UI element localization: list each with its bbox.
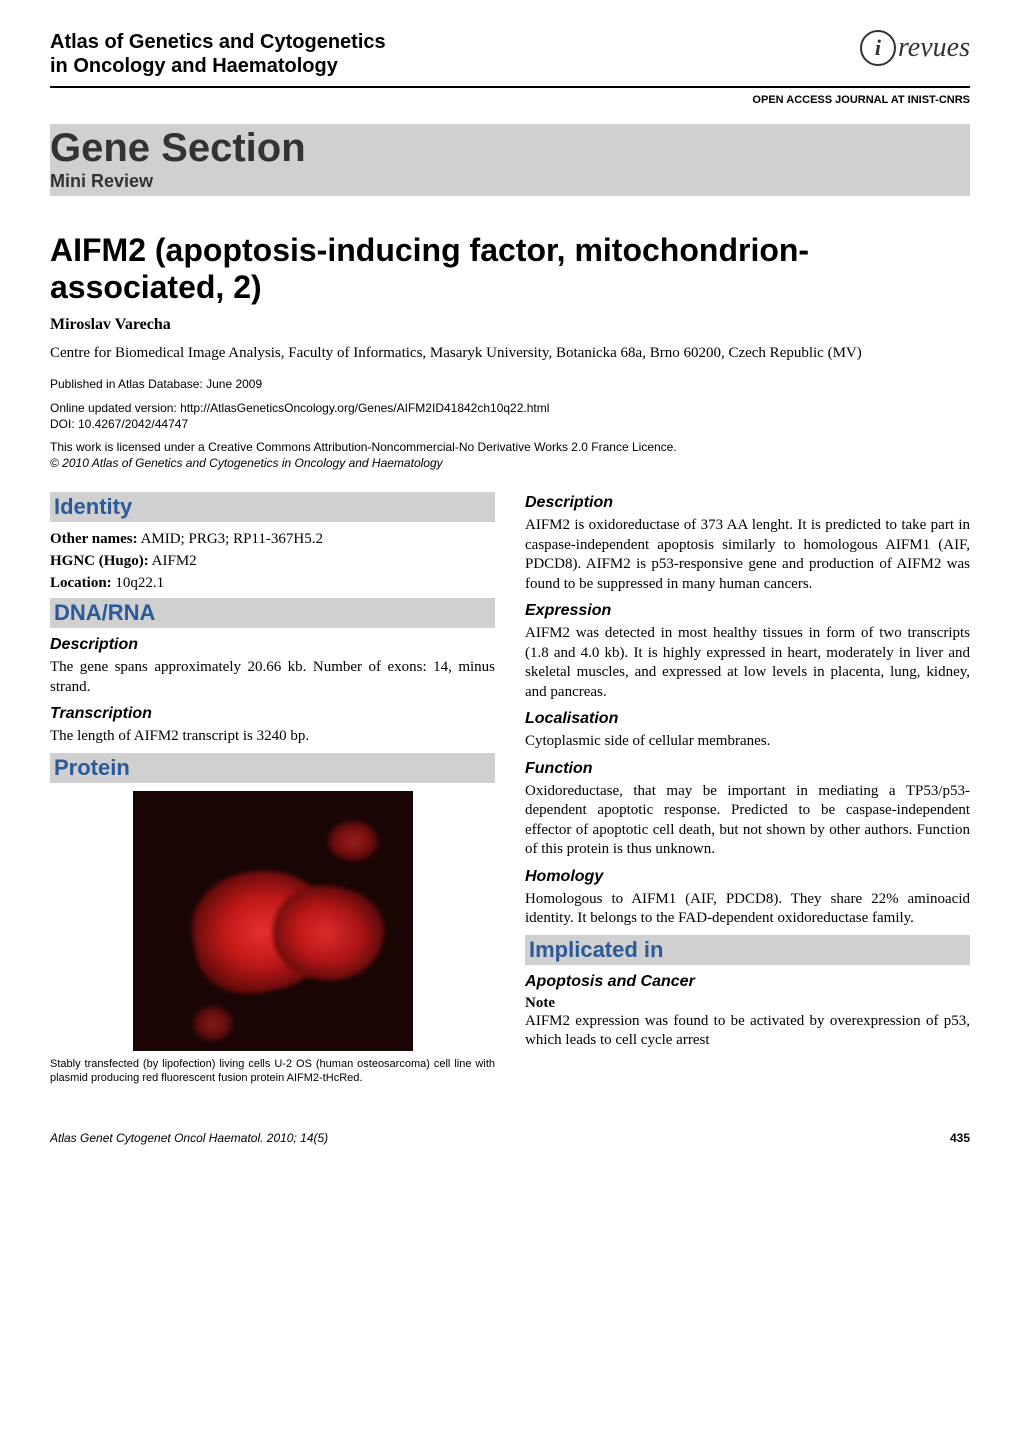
atlas-title: Atlas of Genetics and Cytogenetics in On…	[50, 30, 386, 78]
other-names-label: Other names:	[50, 531, 138, 547]
protein-homology-t: Homologous to AIFM1 (AIF, PDCD8). They s…	[525, 890, 970, 929]
note-text: AIFM2 expression was found to be activat…	[525, 1012, 970, 1051]
gene-section-bar: Gene Section	[50, 124, 970, 171]
open-access-label: OPEN ACCESS JOURNAL AT INIST-CNRS	[50, 94, 970, 106]
dnarna-heading: DNA/RNA	[50, 598, 495, 628]
author-affiliation: Centre for Biomedical Image Analysis, Fa…	[50, 344, 970, 364]
cell-blob-icon	[193, 1006, 233, 1041]
atlas-title-line2: in Oncology and Haematology	[50, 54, 386, 78]
protein-homology-h: Homology	[525, 868, 970, 886]
dnarna-description-h: Description	[50, 636, 495, 654]
apoptosis-cancer-h: Apoptosis and Cancer	[525, 973, 970, 991]
protein-expression-h: Expression	[525, 602, 970, 620]
hgnc-value: AIFM2	[149, 553, 197, 569]
hgnc-label: HGNC (Hugo):	[50, 553, 149, 569]
right-column: Description AIFM2 is oxidoreductase of 3…	[525, 486, 970, 1091]
author-name: Miroslav Varecha	[50, 316, 970, 334]
doi-line: DOI: 10.4267/2042/44747	[50, 417, 970, 433]
protein-expression-t: AIFM2 was detected in most healthy tissu…	[525, 624, 970, 702]
protein-description-t: AIFM2 is oxidoreductase of 373 AA lenght…	[525, 516, 970, 594]
protein-localisation-h: Localisation	[525, 710, 970, 728]
gene-section-title: Gene Section	[50, 126, 970, 171]
left-column: Identity Other names: AMID; PRG3; RP11-3…	[50, 486, 495, 1091]
identity-heading: Identity	[50, 492, 495, 522]
dnarna-transcription-t: The length of AIFM2 transcript is 3240 b…	[50, 727, 495, 747]
other-names-row: Other names: AMID; PRG3; RP11-367H5.2	[50, 530, 495, 548]
mini-review-label: Mini Review	[50, 171, 970, 196]
footer-citation: Atlas Genet Cytogenet Oncol Haematol. 20…	[50, 1131, 328, 1145]
online-version-url: Online updated version: http://AtlasGene…	[50, 401, 970, 417]
implicated-heading: Implicated in	[525, 935, 970, 965]
logo-text: revues	[898, 32, 970, 64]
hgnc-row: HGNC (Hugo): AIFM2	[50, 552, 495, 570]
location-value: 10q22.1	[112, 575, 165, 591]
note-heading: Note	[525, 995, 970, 1012]
atlas-title-line1: Atlas of Genetics and Cytogenetics	[50, 30, 386, 54]
logo-i-glyph: i	[875, 35, 881, 61]
logo-circle-icon: i	[860, 30, 896, 66]
page-footer: Atlas Genet Cytogenet Oncol Haematol. 20…	[50, 1131, 970, 1145]
fluorescence-image	[133, 791, 413, 1051]
two-column-layout: Identity Other names: AMID; PRG3; RP11-3…	[50, 486, 970, 1091]
figure-caption: Stably transfected (by lipofection) livi…	[50, 1057, 495, 1086]
publisher-logo: i revues	[860, 30, 970, 66]
protein-figure: Stably transfected (by lipofection) livi…	[50, 791, 495, 1086]
dnarna-transcription-h: Transcription	[50, 705, 495, 723]
copyright-text: © 2010 Atlas of Genetics and Cytogenetic…	[50, 456, 970, 470]
dnarna-description-t: The gene spans approximately 20.66 kb. N…	[50, 658, 495, 697]
protein-description-h: Description	[525, 494, 970, 512]
protein-localisation-t: Cytoplasmic side of cellular membranes.	[525, 732, 970, 752]
location-row: Location: 10q22.1	[50, 574, 495, 592]
article-title: AIFM2 (apoptosis-inducing factor, mitoch…	[50, 232, 970, 306]
other-names-value: AMID; PRG3; RP11-367H5.2	[138, 531, 323, 547]
protein-function-h: Function	[525, 760, 970, 778]
cell-blob-icon	[328, 821, 378, 861]
license-text: This work is licensed under a Creative C…	[50, 440, 970, 454]
page-header: Atlas of Genetics and Cytogenetics in On…	[50, 30, 970, 88]
protein-function-t: Oxidoreductase, that may be important in…	[525, 782, 970, 860]
publication-date: Published in Atlas Database: June 2009	[50, 377, 970, 391]
protein-heading: Protein	[50, 753, 495, 783]
footer-page-number: 435	[950, 1131, 970, 1145]
location-label: Location:	[50, 575, 112, 591]
